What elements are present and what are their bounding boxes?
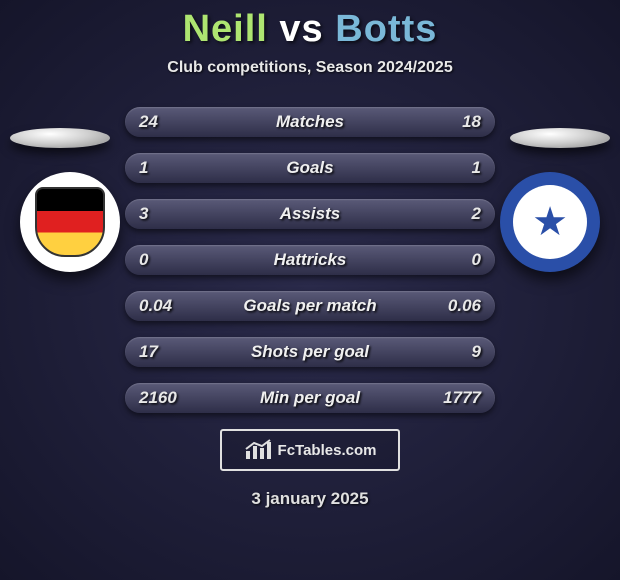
comparison-title: Neill vs Botts: [0, 0, 620, 51]
stat-label: Hattricks: [125, 250, 495, 270]
platform-left: [10, 128, 110, 148]
stats-container: 24Matches18 1Goals1 3Assists2 0Hattricks0 0.…: [125, 107, 495, 413]
stat-label: Matches: [125, 112, 495, 132]
subtitle: Club competitions, Season 2024/2025: [0, 59, 620, 77]
stat-row: 2160Min per goal1777: [125, 383, 495, 413]
star-icon: ★: [532, 202, 568, 242]
chart-icon: [244, 439, 272, 461]
stat-label: Min per goal: [125, 388, 495, 408]
stat-label: Assists: [125, 204, 495, 224]
player2-name: Botts: [335, 8, 437, 50]
stat-row: 24Matches18: [125, 107, 495, 137]
stat-label: Goals: [125, 158, 495, 178]
stat-row: 0Hattricks0: [125, 245, 495, 275]
club-crest-left: [20, 172, 120, 272]
circle-icon: ★: [513, 185, 587, 259]
stat-row: 3Assists2: [125, 199, 495, 229]
vs-separator: vs: [279, 8, 323, 50]
shield-icon: [35, 187, 105, 257]
stat-row: 1Goals1: [125, 153, 495, 183]
date-text: 3 january 2025: [0, 489, 620, 509]
watermark-text: FcTables.com: [278, 442, 377, 459]
watermark: FcTables.com: [220, 429, 400, 471]
club-crest-right: ★: [500, 172, 600, 272]
player1-name: Neill: [183, 8, 268, 50]
stat-row: 0.04Goals per match0.06: [125, 291, 495, 321]
platform-right: [510, 128, 610, 148]
stat-label: Shots per goal: [125, 342, 495, 362]
stat-label: Goals per match: [125, 296, 495, 316]
stat-row: 17Shots per goal9: [125, 337, 495, 367]
